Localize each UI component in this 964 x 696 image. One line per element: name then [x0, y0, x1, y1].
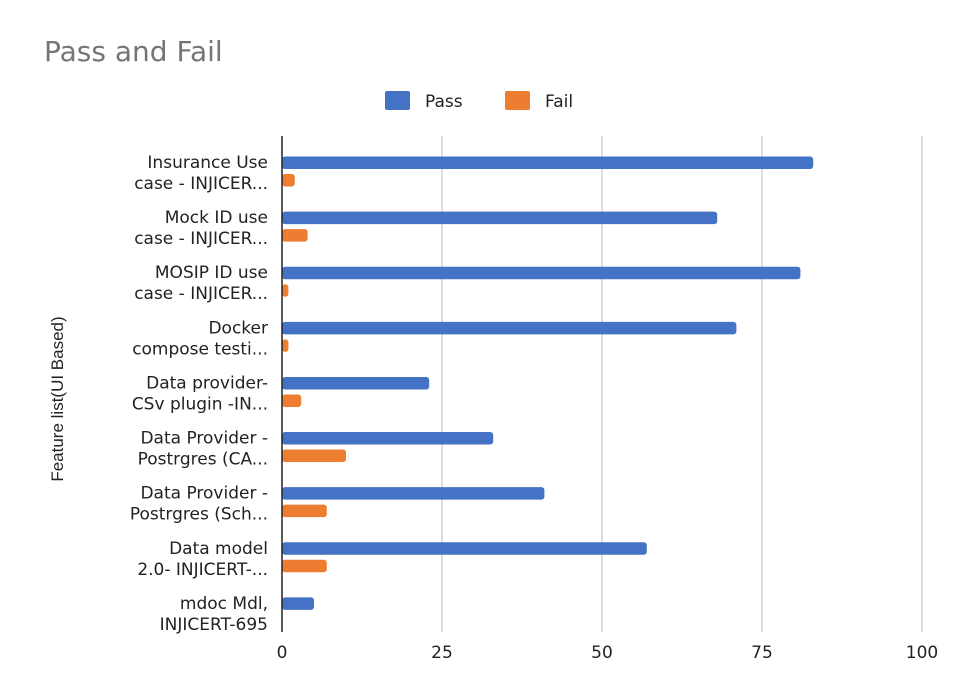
x-tick-labels: 0 25 50 75 100 — [277, 643, 939, 663]
y-axis-title: Feature list(UI Based) — [48, 316, 67, 481]
category-label-7: Data model 2.0- INJICERT-... — [137, 539, 268, 580]
legend: Pass Fail — [385, 91, 573, 112]
category-label-line: CSv plugin -IN... — [132, 394, 268, 414]
bars — [282, 156, 814, 610]
category-label-line: Data provider- — [146, 373, 268, 393]
x-tick-label-25: 25 — [431, 643, 453, 663]
category-label-line: INJICERT-695 — [160, 615, 268, 635]
bar-fail-6 — [282, 504, 327, 518]
bar-pass-2 — [282, 266, 801, 280]
category-label-1: Mock ID use case - INJICER... — [134, 208, 268, 249]
category-label-line: mdoc Mdl, — [180, 594, 268, 614]
category-label-5: Data Provider -Postrgres (CA... — [138, 429, 268, 470]
bar-fail-3 — [282, 339, 289, 352]
category-label-line: case - INJICER... — [134, 284, 268, 304]
bar-fail-7 — [282, 559, 327, 573]
x-tick-label-100: 100 — [906, 643, 938, 663]
legend-label-pass: Pass — [425, 92, 463, 112]
category-label-8: mdoc Mdl, INJICERT-695 — [160, 594, 268, 635]
category-label-line: Data model — [169, 539, 268, 559]
bar-fail-2 — [282, 284, 289, 297]
category-label-line: Mock ID use — [165, 208, 268, 228]
bar-fail-5 — [282, 449, 346, 463]
x-tick-label-75: 75 — [751, 643, 773, 663]
bar-pass-4 — [282, 376, 430, 390]
category-label-0: Insurance Use case - INJICER... — [134, 153, 268, 194]
x-tick-label-50: 50 — [591, 643, 613, 663]
bar-pass-3 — [282, 321, 737, 335]
category-label-line: Data Provider - — [140, 429, 268, 449]
category-label-line: Insurance Use — [147, 153, 268, 173]
bar-fail-4 — [282, 394, 302, 407]
category-label-line: Docker — [208, 318, 268, 338]
category-label-line: case - INJICER... — [134, 174, 268, 194]
x-tick-label-0: 0 — [277, 643, 288, 663]
bar-pass-7 — [282, 542, 647, 555]
bar-fail-0 — [282, 174, 295, 187]
category-label-line: Postrgres (CA... — [138, 450, 268, 470]
category-label-line: compose testi... — [132, 339, 268, 359]
category-label-line: Data Provider - — [140, 484, 268, 504]
legend-swatch-fail — [505, 91, 530, 110]
bar-pass-1 — [282, 211, 718, 225]
category-labels: Insurance Use case - INJICER...Mock ID us… — [130, 153, 268, 635]
bar-fail-1 — [282, 229, 308, 242]
category-label-3: Docker compose testi... — [132, 318, 268, 359]
category-label-4: Data provider-CSv plugin -IN... — [132, 373, 268, 414]
category-label-line: 2.0- INJICERT-... — [137, 560, 268, 580]
bar-pass-8 — [282, 597, 314, 610]
category-label-line: case - INJICER... — [134, 229, 268, 249]
category-label-line: MOSIP ID use — [155, 263, 268, 283]
category-label-line: Postrgres (Sch... — [130, 505, 268, 525]
chart-title: Pass and Fail — [44, 35, 223, 68]
legend-swatch-pass — [385, 91, 410, 110]
legend-label-fail: Fail — [545, 92, 573, 112]
category-label-6: Data Provider -Postrgres (Sch... — [130, 484, 268, 525]
gridlines — [441, 136, 923, 632]
bar-pass-0 — [282, 156, 814, 169]
category-label-2: MOSIP ID use case - INJICER... — [134, 263, 268, 304]
bar-pass-5 — [282, 432, 494, 445]
bar-pass-6 — [282, 487, 545, 500]
